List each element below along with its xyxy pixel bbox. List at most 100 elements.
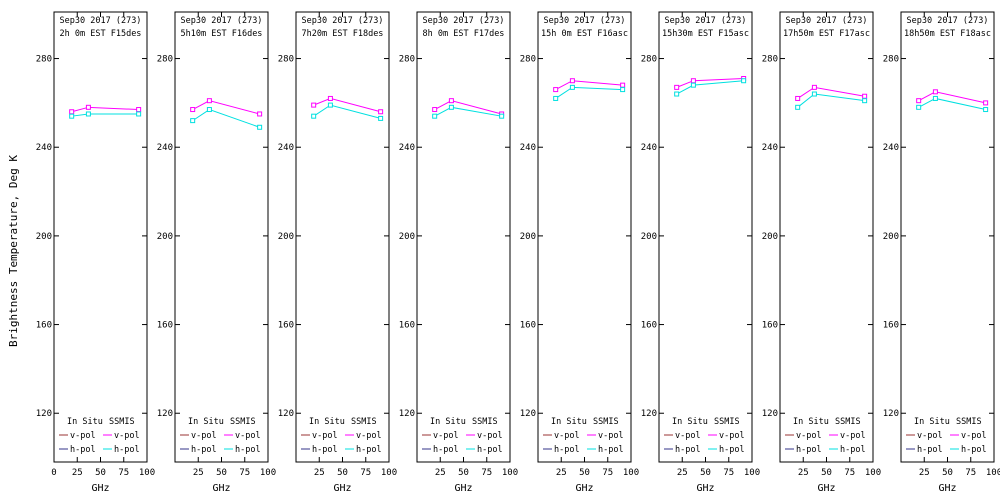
x-tick-label: 100 [381,468,397,478]
data-point-marker [69,113,75,119]
panel-1: Sep30 2017 (273) 2h 0m EST F15des 120 160 20… [36,11,155,494]
legend-label-insitu-vpol: v-pol [70,431,96,441]
data-point-marker [741,78,747,84]
y-tick-label: 240 [399,143,415,153]
y-tick-label: 120 [278,409,294,419]
data-point-marker [620,87,626,93]
legend-label-insitu-vpol: v-pol [917,431,943,441]
panel-4: Sep30 2017 (273) 8h 0m EST F17des 120 160 20… [399,11,518,494]
y-tick-label: 280 [520,55,536,65]
panel-title-pass: 15h30m EST F15asc [662,29,749,39]
legend-label-ssmis-hpol: h-pol [356,445,382,455]
legend-label-insitu-hpol: h-pol [917,445,943,455]
panel-title-date: Sep30 2017 (273) [302,16,384,26]
panels-row: Sep30 2017 (273) 2h 0m EST F15des 120 160 20… [28,0,1000,500]
legend-header-insitu: In Situ [430,417,466,427]
data-point-marker [448,104,454,110]
panel-title-date: Sep30 2017 (273) [181,16,263,26]
panel-3: Sep30 2017 (273) 7h20m EST F18des 120 160 20… [278,11,397,494]
plot-box [779,11,874,463]
x-tick-label: 100 [139,468,155,478]
x-tick-label: 50 [216,468,227,478]
data-point-marker [311,102,317,108]
plot-box [537,11,632,463]
data-point-marker [690,78,696,84]
y-tick-label: 120 [641,409,657,419]
legend-label-insitu-vpol: v-pol [796,431,822,441]
y-tick-label: 240 [520,143,536,153]
data-point-marker [811,91,817,97]
y-tick-label: 200 [157,232,173,242]
series-ssmis-v-pol [71,106,139,113]
data-point-marker [674,91,680,97]
y-tick-label: 240 [641,143,657,153]
y-tick-label: 240 [278,143,294,153]
x-tick-label: 75 [602,468,613,478]
x-tick-label: 25 [919,468,930,478]
data-point-marker [569,78,575,84]
y-tick-label: 160 [36,321,52,331]
series-ssmis-v-pol [676,78,744,88]
legend-label-ssmis-hpol: h-pol [477,445,503,455]
x-tick-label: 50 [579,468,590,478]
y-axis-label: Brightness Temperature, Deg K [7,154,20,348]
data-point-marker [85,111,91,117]
x-tick-label: 100 [623,468,639,478]
y-tick-label: 160 [278,321,294,331]
data-point-marker [136,107,142,113]
y-tick-label: 160 [399,321,415,331]
y-tick-label: 120 [399,409,415,419]
panel-title-pass: 7h20m EST F18des [302,29,384,39]
y-tick-label: 200 [278,232,294,242]
legend-label-insitu-hpol: h-pol [796,445,822,455]
legend-header-insitu: In Situ [67,417,103,427]
data-point-marker [932,95,938,101]
panel-title-pass: 18h50m EST F18asc [904,29,991,39]
y-tick-label: 280 [157,55,173,65]
legend-header-ssmis: SSMIS [472,417,498,427]
x-tick-label: 25 [677,468,688,478]
y-tick-label: 240 [36,143,52,153]
panel-7: Sep30 2017 (273) 17h50m EST F17asc 120 160 2… [762,11,881,494]
data-point-marker [257,124,263,130]
legend-label-insitu-hpol: h-pol [70,445,96,455]
data-point-marker [206,107,212,113]
data-point-marker [311,113,317,119]
data-point-marker [811,84,817,90]
data-point-marker [69,109,75,115]
series-ssmis-v-pol [918,91,986,104]
legend-label-ssmis-vpol: v-pol [840,431,866,441]
data-point-marker [448,98,454,104]
legend-label-ssmis-hpol: h-pol [235,445,261,455]
legend-label-insitu-hpol: h-pol [675,445,701,455]
y-tick-label: 280 [883,55,899,65]
y-tick-label: 240 [762,143,778,153]
panel-6: Sep30 2017 (273) 15h30m EST F15asc 120 160 2… [641,11,760,494]
y-tick-label: 280 [36,55,52,65]
data-point-marker [85,104,91,110]
legend-header-ssmis: SSMIS [835,417,861,427]
panel-title-pass: 17h50m EST F17asc [783,29,870,39]
x-axis-label: GHz [91,483,109,494]
y-tick-label: 160 [883,321,899,331]
plot-box [53,11,148,463]
y-tick-label: 160 [157,321,173,331]
y-tick-label: 200 [762,232,778,242]
y-tick-label: 280 [399,55,415,65]
y-tick-label: 160 [520,321,536,331]
x-tick-label: 50 [700,468,711,478]
legend-header-ssmis: SSMIS [956,417,982,427]
legend-label-insitu-vpol: v-pol [433,431,459,441]
series-ssmis-v-pol [434,100,502,115]
legend-header-insitu: In Situ [793,417,829,427]
series-ssmis-h-pol [918,97,986,111]
data-point-marker [674,84,680,90]
x-tick-label: 50 [458,468,469,478]
data-point-marker [932,89,938,95]
panel-title-date: Sep30 2017 (273) [786,16,868,26]
series-ssmis-v-pol [192,100,260,115]
data-point-marker [432,113,438,119]
x-tick-label: 25 [314,468,325,478]
x-axis-label: GHz [454,483,472,494]
